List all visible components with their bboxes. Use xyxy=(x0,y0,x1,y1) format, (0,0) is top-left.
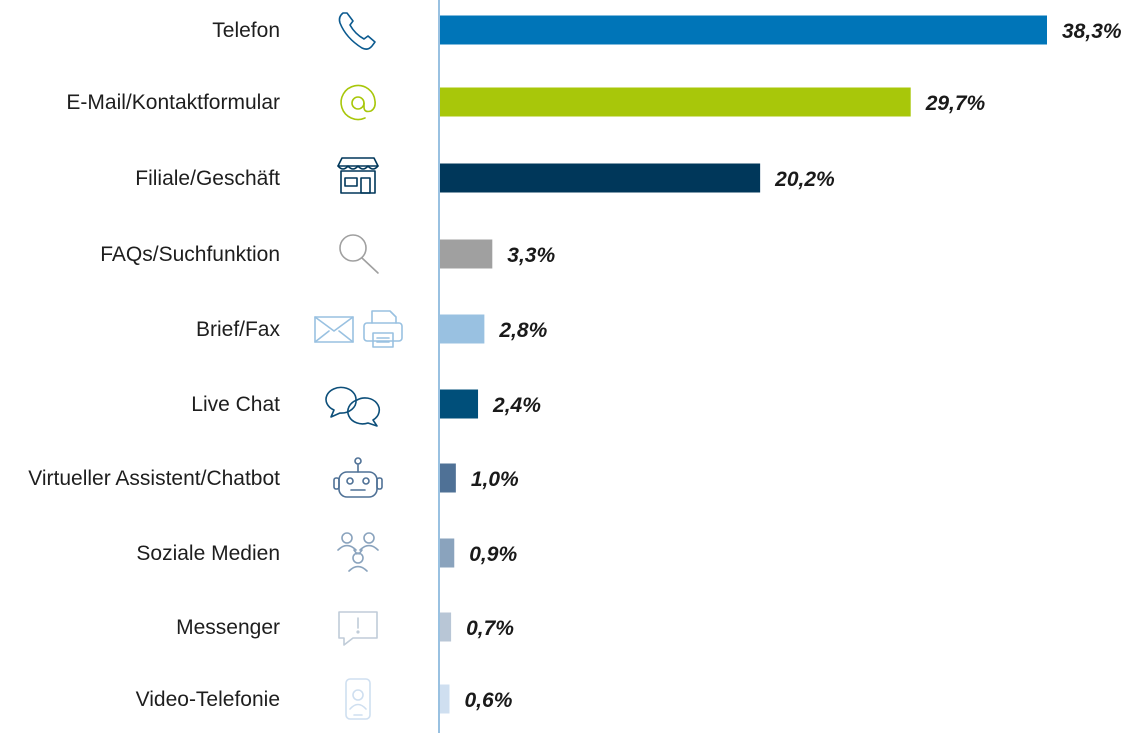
value-label: 29,7% xyxy=(925,92,986,115)
chart-row: Brief/Fax 2,8% xyxy=(196,310,548,348)
value-label: 0,7% xyxy=(466,617,514,640)
category-label: Filiale/Geschäft xyxy=(135,167,280,190)
chart-row: Filiale/Geschäft 20,2% xyxy=(135,157,835,194)
value-label: 1,0% xyxy=(471,468,519,491)
category-label: Virtueller Assistent/Chatbot xyxy=(28,467,280,490)
messenger-icon xyxy=(338,611,378,646)
social-people-icon xyxy=(337,532,379,572)
chart-rows: Telefon 38,3% E-Mail/Kontaktformular 29,7% F… xyxy=(28,12,1122,720)
chart-row: Messenger 0,7% xyxy=(176,611,514,646)
bar xyxy=(440,239,493,269)
store-icon xyxy=(337,157,379,194)
video-phone-icon xyxy=(345,678,371,720)
category-label: E-Mail/Kontaktformular xyxy=(66,91,280,114)
chart-row: FAQs/Suchfunktion 3,3% xyxy=(100,234,555,274)
chart-row: Telefon 38,3% xyxy=(212,12,1122,50)
phone-icon xyxy=(338,12,376,50)
bar xyxy=(440,612,452,642)
bar xyxy=(440,163,761,193)
robot-icon xyxy=(333,457,383,498)
bar xyxy=(440,463,456,493)
value-label: 38,3% xyxy=(1062,20,1122,43)
value-label: 20,2% xyxy=(774,168,835,191)
bar xyxy=(440,538,455,568)
bar xyxy=(440,389,479,419)
value-label: 2,4% xyxy=(492,394,541,417)
category-label: Telefon xyxy=(212,19,280,42)
bar xyxy=(440,314,485,344)
value-label: 0,9% xyxy=(469,543,517,566)
bar xyxy=(440,684,450,714)
bar xyxy=(440,87,911,117)
value-label: 2,8% xyxy=(498,319,547,342)
category-label: Messenger xyxy=(176,616,280,639)
chart-row: E-Mail/Kontaktformular 29,7% xyxy=(66,84,986,121)
category-label: Live Chat xyxy=(191,393,280,416)
chart-row: Video-Telefonie 0,6% xyxy=(136,678,513,720)
value-label: 0,6% xyxy=(465,689,513,712)
at-sign-icon xyxy=(340,84,376,121)
magnifier-icon xyxy=(339,234,379,274)
chat-bubbles-icon xyxy=(325,386,381,427)
chart-row: Live Chat 2,4% xyxy=(191,386,541,427)
chart-row: Virtueller Assistent/Chatbot 1,0% xyxy=(28,457,519,498)
bar xyxy=(440,15,1047,45)
chart-row: Soziale Medien 0,9% xyxy=(136,532,517,572)
category-label: Brief/Fax xyxy=(196,318,281,341)
envelope-printer-icon xyxy=(314,310,403,348)
category-label: Video-Telefonie xyxy=(136,688,280,711)
category-label: FAQs/Suchfunktion xyxy=(100,243,280,266)
value-label: 3,3% xyxy=(507,244,555,267)
category-label: Soziale Medien xyxy=(136,542,280,565)
